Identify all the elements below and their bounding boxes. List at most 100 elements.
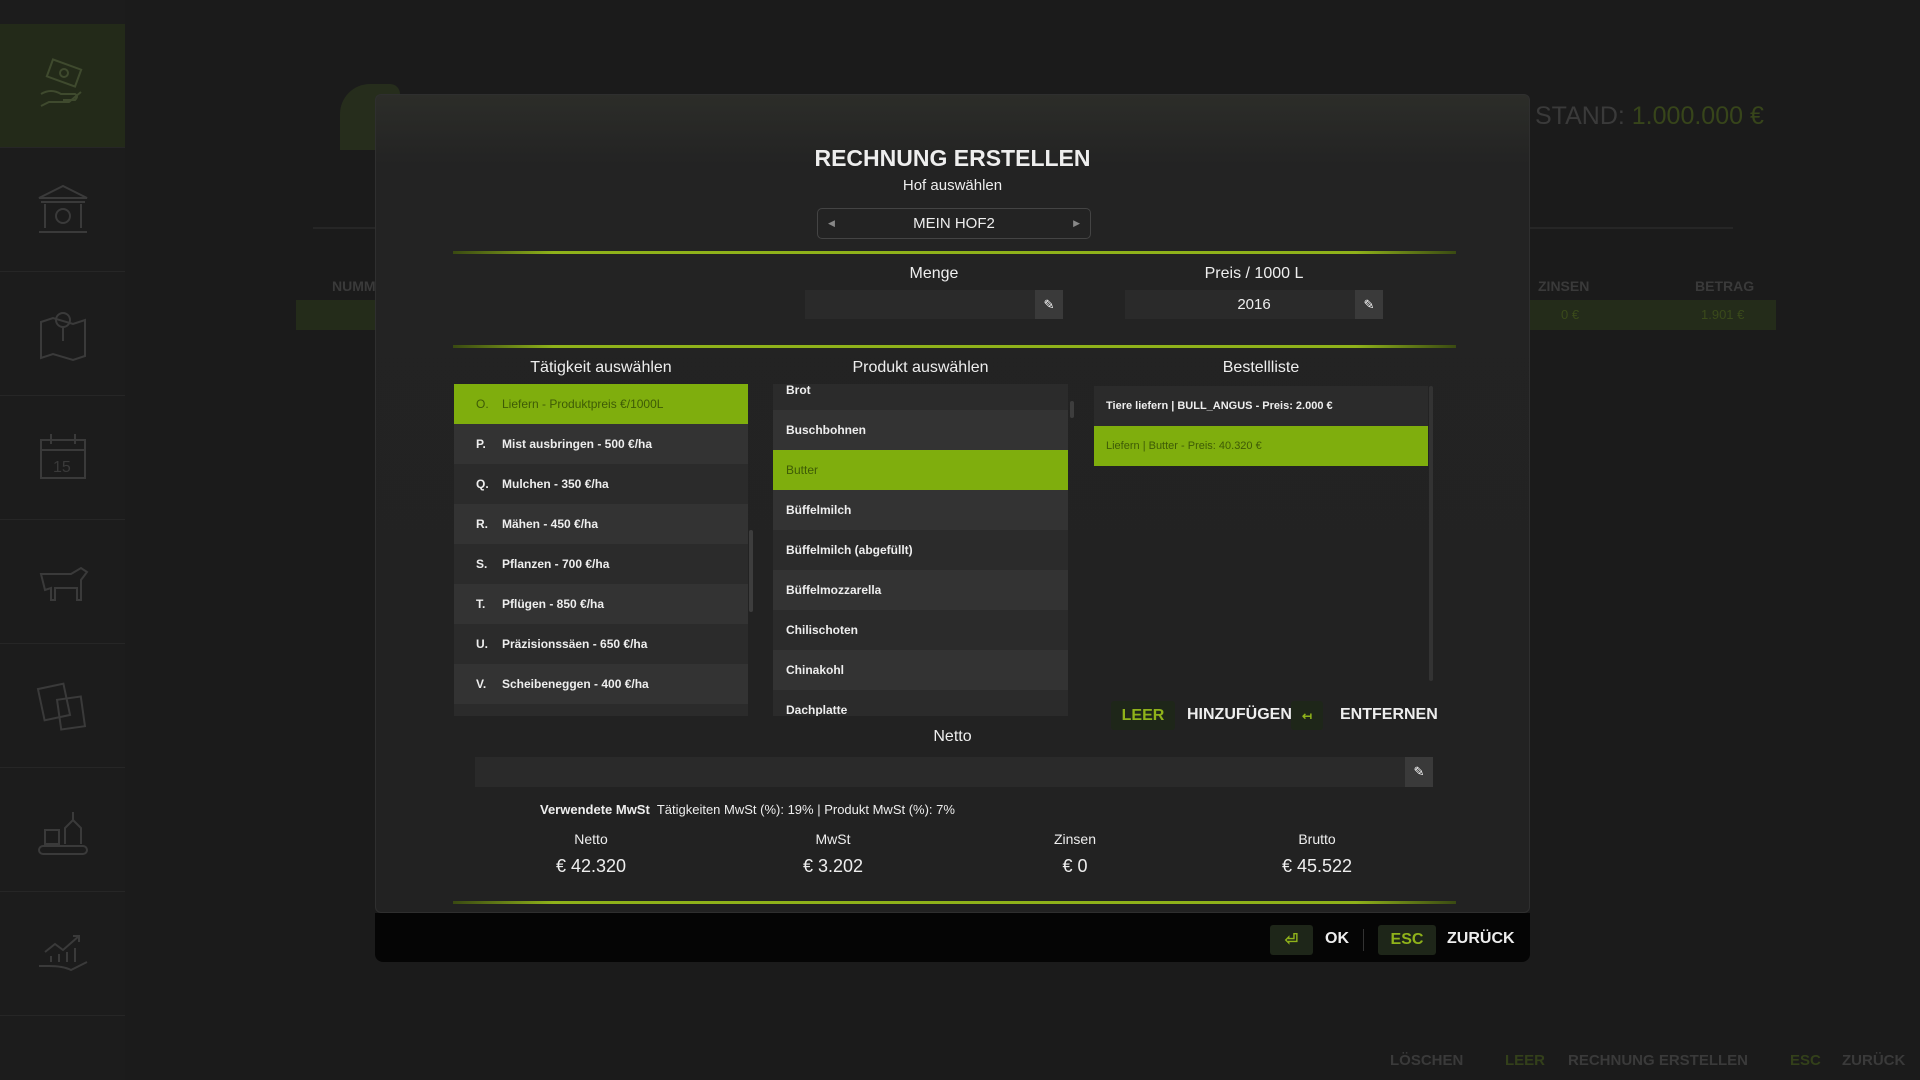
pencil-icon: ✎ — [1363, 296, 1375, 312]
netto-label: Netto — [933, 728, 972, 745]
netto-input[interactable]: ✎ — [475, 757, 1433, 787]
sidebar-item-bank[interactable] — [0, 148, 125, 272]
product-item[interactable]: Büffelmilch — [773, 490, 1068, 530]
product-item-label: Büffelmozzarella — [786, 583, 882, 597]
product-item[interactable]: Büffelmilch (abgefüllt) — [773, 530, 1068, 570]
activity-item-label: Pflanzen - 700 €/ha — [502, 557, 610, 571]
growth-hand-icon — [38, 934, 87, 971]
divider — [453, 251, 1456, 254]
product-item[interactable]: Butter — [773, 450, 1068, 490]
sidebar-item-calendar[interactable]: 15 — [0, 396, 125, 520]
quantity-label: Menge — [909, 265, 959, 282]
divider — [1363, 929, 1364, 951]
activity-item[interactable]: Q. Mulchen - 350 €/ha — [454, 464, 748, 504]
product-item-label: Buschbohnen — [786, 423, 866, 437]
product-item[interactable]: Büffelmozzarella — [773, 570, 1068, 610]
quantity-input[interactable]: ✎ — [805, 290, 1063, 319]
activity-item-label: Mähen - 450 €/ha — [502, 517, 599, 531]
order-list: Tiere liefern | BULL_ANGUS - Preis: 2.00… — [1094, 386, 1428, 466]
activity-item-letter: T. — [476, 597, 486, 611]
dialog-footer: ⏎ OK ESC ZURÜCK — [375, 913, 1530, 962]
hint-leer-key: LEER — [1505, 1052, 1546, 1069]
product-header: Produkt auswählen — [852, 359, 989, 376]
vat-info: Verwendete MwSt Tätigkeiten MwSt (%): 19… — [540, 802, 955, 817]
order-item[interactable]: Liefern | Butter - Preis: 40.320 € — [1094, 426, 1428, 466]
activity-item[interactable]: O. Liefern - Produktpreis €/1000L — [454, 384, 748, 424]
activity-scrollbar[interactable] — [749, 530, 753, 612]
vat-label: Verwendete MwSt — [540, 802, 650, 817]
farm-selector[interactable]: ◀ MEIN HOF2 ▶ — [817, 208, 1091, 239]
hint-esc-key: ESC — [1790, 1052, 1821, 1069]
factory-icon — [37, 811, 88, 855]
sidebar: 15 — [0, 0, 125, 1080]
product-item[interactable]: Dachplatte — [773, 690, 1068, 716]
activity-item[interactable]: P. Mist ausbringen - 500 €/ha — [454, 424, 748, 464]
sidebar-item-production[interactable] — [0, 768, 125, 892]
sidebar-item-map[interactable] — [0, 272, 125, 396]
price-input[interactable]: 2016 ✎ — [1125, 290, 1383, 319]
order-item-label: Liefern | Butter - Preis: 40.320 € — [1106, 440, 1262, 452]
activity-header: Tätigkeit auswählen — [530, 359, 672, 376]
product-item[interactable]: Chinakohl — [773, 650, 1068, 690]
arrow-left-bar-icon: ↤ — [1291, 701, 1323, 730]
summary-vat-value: € 3.202 — [802, 856, 864, 876]
product-item-label: Büffelmilch — [786, 503, 852, 517]
balance-value: 1.000.000 € — [1631, 102, 1764, 130]
product-scrollbar[interactable] — [1070, 401, 1074, 418]
leer-key-badge: LEER — [1111, 701, 1175, 730]
sidebar-item-animals[interactable] — [0, 520, 125, 644]
pencil-icon: ✎ — [1413, 764, 1425, 779]
map-icon — [39, 311, 86, 361]
product-item[interactable]: Chilischoten — [773, 610, 1068, 650]
activity-item-letter: V. — [476, 677, 487, 691]
summary-vat-label: MwSt — [815, 831, 851, 847]
ok-button[interactable]: OK — [1325, 930, 1349, 947]
activity-item[interactable]: R. Mähen - 450 €/ha — [454, 504, 748, 544]
summary-interest-value: € 0 — [1062, 856, 1088, 876]
activity-item-letter: Q. — [476, 477, 489, 491]
sidebar-item-invoices[interactable] — [0, 24, 125, 148]
activity-item-letter: P. — [476, 437, 486, 451]
activity-item[interactable]: S. Pflanzen - 700 €/ha — [454, 544, 748, 584]
summary-gross-value: € 45.522 — [1281, 856, 1353, 876]
activity-item[interactable] — [454, 704, 748, 716]
order-scrollbar[interactable] — [1429, 386, 1433, 681]
pencil-icon: ✎ — [1043, 296, 1055, 312]
order-header: Bestellliste — [1222, 359, 1300, 376]
order-item[interactable]: Tiere liefern | BULL_ANGUS - Preis: 2.00… — [1094, 386, 1428, 426]
product-item-label: Büffelmilch (abgefüllt) — [786, 543, 913, 557]
product-item-label: Chinakohl — [786, 663, 845, 677]
column-header-amount: BETRAG — [1695, 278, 1755, 294]
activity-item-label: Mulchen - 350 €/ha — [502, 477, 609, 491]
farm-value: MEIN HOF2 — [913, 215, 995, 232]
product-item[interactable]: Brot — [773, 384, 1068, 410]
product-item[interactable]: Buschbohnen — [773, 410, 1068, 450]
order-item-label: Tiere liefern | BULL_ANGUS - Preis: 2.00… — [1106, 400, 1333, 412]
row-interest: 0 € — [1561, 307, 1580, 322]
summary-netto-label: Netto — [574, 831, 608, 847]
activity-item-label: Präzisionssäen - 650 €/ha — [502, 637, 648, 651]
remove-button[interactable]: ENTFERNEN — [1340, 706, 1438, 723]
activity-item[interactable]: T. Pflügen - 850 €/ha — [454, 584, 748, 624]
back-button[interactable]: ZURÜCK — [1447, 930, 1515, 947]
arrow-left-icon[interactable]: ◀ — [828, 218, 835, 228]
add-button[interactable]: HINZUFÜGEN — [1187, 706, 1292, 723]
hint-create-invoice[interactable]: RECHNUNG ERSTELLEN — [1568, 1052, 1749, 1069]
sidebar-item-statistics[interactable] — [0, 892, 125, 1016]
farm-label: Hof auswählen — [902, 177, 1003, 194]
edit-price-button[interactable]: ✎ — [1355, 290, 1383, 319]
money-hand-icon — [39, 57, 82, 107]
activity-item[interactable]: V. Scheibeneggen - 400 €/ha — [454, 664, 748, 704]
activity-item[interactable]: U. Präzisionssäen - 650 €/ha — [454, 624, 748, 664]
balance-label: STAND: 1.000.000 € — [1535, 102, 1764, 130]
hint-back[interactable]: ZURÜCK — [1842, 1052, 1906, 1069]
activity-item-letter: O. — [476, 397, 489, 411]
sidebar-item-contracts[interactable] — [0, 644, 125, 768]
activity-list: O. Liefern - Produktpreis €/1000L P. Mist a… — [454, 384, 748, 716]
create-invoice-dialog: RECHNUNG ERSTELLEN Hof auswählen ◀ MEIN … — [375, 94, 1530, 913]
arrow-right-icon[interactable]: ▶ — [1073, 218, 1080, 228]
hint-delete[interactable]: LÖSCHEN — [1390, 1052, 1464, 1069]
product-item-label: Chilischoten — [786, 623, 859, 637]
edit-quantity-button[interactable]: ✎ — [1035, 290, 1063, 319]
edit-netto-button[interactable]: ✎ — [1405, 757, 1433, 787]
